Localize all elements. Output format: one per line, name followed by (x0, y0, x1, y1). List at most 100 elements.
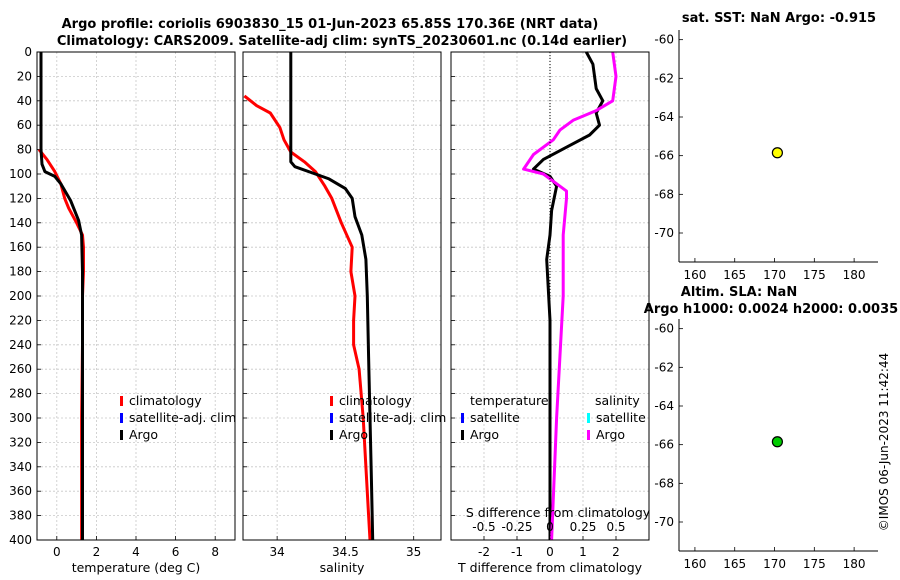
y-tick-label: 40 (17, 94, 32, 108)
legend-swatch (330, 396, 333, 406)
y-tick-label: -66 (654, 438, 674, 452)
x-axis-label: temperature (deg C) (72, 560, 201, 575)
legend-item: Argo (470, 427, 499, 442)
legend-item: climatology (339, 393, 412, 408)
legend-swatch (120, 430, 123, 440)
x-tick-label: 170 (763, 557, 786, 571)
x-axis-label: salinity (320, 560, 365, 575)
panel-salinity: 34 34.5 35 salinity climatology satellite-adj… (242, 51, 446, 575)
y-tick-label: 260 (9, 362, 32, 376)
y-tick-label: 120 (9, 191, 32, 205)
x-tick-label: 2 (612, 545, 620, 559)
legend-item: satellite (596, 410, 646, 425)
y-tick-label: -68 (654, 476, 674, 490)
legend-item: Argo (339, 427, 368, 442)
top-tick-label: 0.25 (570, 520, 597, 534)
y-tick-label: 180 (9, 265, 32, 279)
y-tick-label: 360 (9, 484, 32, 498)
x-tick-label: 34.5 (332, 545, 359, 559)
y-tick-label: -62 (654, 71, 674, 85)
legend-swatch (461, 430, 464, 440)
top-tick-label: -0.5 (472, 520, 495, 534)
series-line-argo (39, 52, 84, 540)
y-tick-label: 0 (24, 45, 32, 59)
x-tick-label: 160 (683, 557, 706, 571)
top-tick-label: -0.25 (501, 520, 532, 534)
y-tick-label: 340 (9, 460, 32, 474)
s-axis-label: S difference from climatology (466, 505, 651, 520)
x-tick-label: 175 (803, 557, 826, 571)
series-line-argo (289, 52, 375, 541)
y-tick-label: 20 (17, 69, 32, 83)
legend-swatch (587, 430, 590, 440)
y-tick-label: -70 (654, 226, 674, 240)
argo-location-marker (771, 147, 783, 159)
y-tick-label: -64 (654, 399, 674, 413)
y-tick-label: -60 (654, 33, 674, 47)
y-tick-label: 380 (9, 509, 32, 523)
legend-item: satellite-adj. clim (129, 410, 236, 425)
x-tick-label: 6 (172, 545, 180, 559)
x-tick-label: 180 (843, 557, 866, 571)
y-tick-label: 60 (17, 118, 32, 132)
legend-title-salinity: salinity (595, 393, 640, 408)
plot-frame (36, 51, 236, 541)
y-tick-label: 160 (9, 240, 32, 254)
legend-item: satellite-adj. clim (339, 410, 446, 425)
legend-item: Argo (596, 427, 625, 442)
legend-swatch (461, 413, 464, 423)
x-tick-label: 0 (546, 545, 554, 559)
series-line-climatology (243, 94, 372, 541)
chart-panels: 0 2 4 6 802040608010012014016018020022024026… (9, 11, 898, 575)
y-tick-label: -64 (654, 110, 674, 124)
series-line-temperature-argo (532, 51, 605, 540)
y-tick-label: -66 (654, 149, 674, 163)
legend-item: climatology (129, 393, 202, 408)
top-tick-label: 0.5 (606, 520, 625, 534)
y-tick-label: 320 (9, 435, 32, 449)
y-tick-label: -68 (654, 187, 674, 201)
y-tick-label: 100 (9, 167, 32, 181)
plot-area (679, 319, 878, 551)
figure-title-line1: Argo profile: coriolis 6903830_15 01-Jun… (62, 17, 599, 32)
x-tick-label: 165 (723, 268, 746, 282)
y-tick-label: 240 (9, 338, 32, 352)
x-tick-label: 35 (406, 545, 421, 559)
x-tick-label: 165 (723, 557, 746, 571)
x-axis-label: T difference from climatology (457, 560, 643, 575)
y-tick-label: 300 (9, 411, 32, 425)
y-tick-label: 200 (9, 289, 32, 303)
y-tick-label: 220 (9, 313, 32, 327)
x-tick-label: 34 (269, 545, 284, 559)
y-tick-label: -70 (654, 515, 674, 529)
plot-frame (242, 51, 442, 541)
y-tick-label: 80 (17, 143, 32, 157)
x-tick-label: -1 (511, 545, 523, 559)
plot-area (679, 30, 878, 262)
x-tick-label: -2 (478, 545, 490, 559)
legend-swatch (120, 413, 123, 423)
x-tick-label: 180 (843, 268, 866, 282)
panel-sst: 160 165 170 175 180 -60 -62 -64 -66 -68 -70 sat. SS… (654, 11, 878, 282)
y-tick-label: 280 (9, 387, 32, 401)
x-tick-label: 8 (211, 545, 219, 559)
x-tick-label: 0 (53, 545, 61, 559)
top-tick-label: 0 (546, 520, 554, 534)
y-tick-label: -60 (654, 322, 674, 336)
sla-title-line1: Altim. SLA: NaN (681, 285, 797, 300)
legend-swatch (330, 413, 333, 423)
legend-swatch (120, 396, 123, 406)
x-tick-label: 2 (93, 545, 101, 559)
panel-differences: -2 -1 0 1 2T difference from climatology -0.5… (450, 51, 651, 575)
panel-temperature: 0 2 4 6 802040608010012014016018020022024026… (9, 45, 236, 575)
panel-sla: 160 165 170 175 180 -60 -62 -64 -66 -68 -70 Altim. … (644, 285, 898, 571)
x-tick-label: 175 (803, 268, 826, 282)
argo-location-marker (771, 436, 783, 448)
legend-item: Argo (129, 427, 158, 442)
legend-item: satellite (470, 410, 520, 425)
sla-title-line2: Argo h1000: 0.0024 h2000: 0.0035 (644, 302, 898, 317)
x-tick-label: 170 (763, 268, 786, 282)
legend-title-temperature: temperature (470, 393, 549, 408)
sst-title: sat. SST: NaN Argo: -0.915 (682, 11, 876, 26)
